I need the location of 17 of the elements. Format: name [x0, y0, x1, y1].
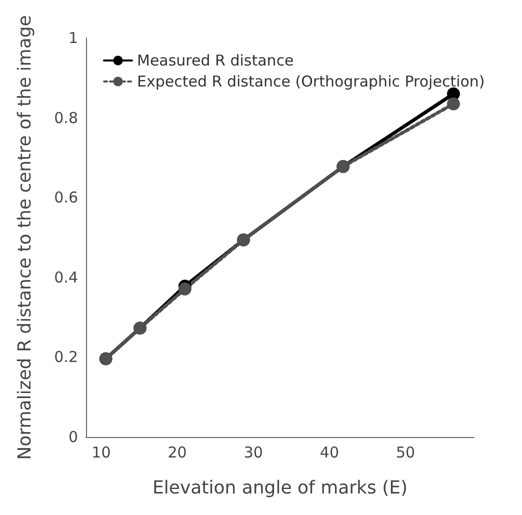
y-tick-label: 0.6 [54, 188, 78, 207]
x-axis-title: Elevation angle of marks (E) [152, 478, 408, 498]
x-tick-label: 40 [320, 444, 339, 462]
x-tick-label: 20 [168, 444, 187, 462]
y-tick-label: 0.2 [54, 348, 78, 366]
legend-label: Expected R distance (Orthographic Projection) [137, 72, 485, 90]
legend-label: Measured R distance [137, 52, 294, 70]
x-tick-label: 50 [396, 444, 416, 462]
x-tick-label: 30 [244, 444, 263, 462]
point [446, 97, 460, 110]
x-tick-label: 10 [92, 444, 111, 462]
y-axis-title: Normalized R distance to the centre of the image [14, 15, 36, 460]
point [178, 282, 192, 296]
y-tick-label: 1 [68, 29, 78, 47]
y-tick-label: 0.4 [54, 268, 78, 286]
y-tick-label: 0.8 [54, 108, 78, 127]
y-tick-label: 0 [68, 428, 78, 446]
